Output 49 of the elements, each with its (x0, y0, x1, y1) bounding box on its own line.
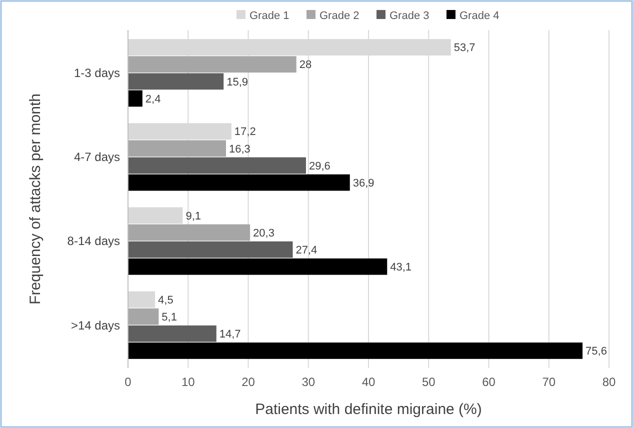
y-tick-label: 1-3 days (74, 66, 120, 80)
x-tick-label: 40 (362, 375, 376, 389)
legend-label: Grade 4 (460, 10, 500, 22)
bar (128, 73, 224, 90)
data-label: 16,3 (229, 143, 250, 156)
data-label: 29,6 (308, 160, 330, 172)
data-label: 28 (299, 59, 312, 72)
bar (128, 140, 226, 157)
data-label: 43,1 (390, 261, 412, 274)
x-axis-title: Patients with definite migraine (%) (255, 401, 482, 418)
y-tick-label: 8-14 days (67, 234, 120, 248)
x-tick-label: 60 (482, 375, 496, 389)
data-label: 14,7 (219, 328, 241, 340)
data-label: 9,1 (186, 210, 202, 222)
bar (128, 90, 142, 107)
bar (128, 224, 250, 241)
data-label: 75,6 (586, 346, 607, 358)
y-axis-title: Frequency of attacks per month (27, 94, 44, 304)
data-label: 53,7 (454, 42, 476, 54)
data-label: 2,4 (145, 93, 161, 106)
x-tick-label: 0 (124, 375, 132, 389)
data-label: 15,9 (226, 76, 248, 88)
x-tick-label: 30 (302, 375, 316, 389)
data-label: 20,3 (253, 227, 274, 240)
data-label: 5,1 (162, 311, 177, 324)
legend-label: Grade 1 (250, 10, 290, 22)
data-label: 27,4 (296, 244, 318, 256)
legend-label: Grade 3 (390, 10, 430, 22)
bar (128, 56, 296, 73)
data-label: 17,2 (234, 126, 256, 138)
bar (128, 308, 159, 325)
data-label: 4,5 (158, 294, 174, 306)
x-tick-label: 20 (242, 375, 256, 389)
bar (128, 207, 183, 224)
bar (128, 342, 583, 359)
x-tick-label: 70 (542, 375, 556, 389)
y-tick-label: 4-7 days (74, 150, 120, 164)
bar (128, 157, 306, 174)
x-tick-label: 50 (422, 375, 436, 389)
x-tick-label: 80 (602, 375, 616, 389)
bar (128, 325, 216, 342)
bar (128, 291, 156, 308)
data-label: 36,9 (352, 177, 374, 190)
bar (128, 241, 293, 258)
x-tick-label: 10 (181, 375, 196, 389)
bar (128, 258, 388, 275)
legend-label: Grade 2 (320, 10, 360, 22)
bar (128, 174, 350, 191)
y-tick-label: >14 days (70, 318, 120, 332)
